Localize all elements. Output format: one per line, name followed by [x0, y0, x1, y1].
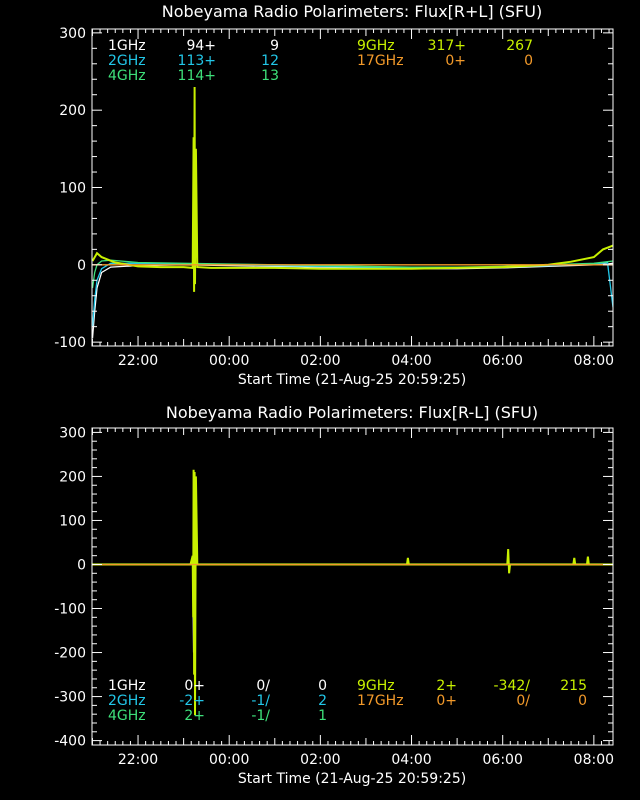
series-group: [92, 469, 613, 716]
x-tick-label: 04:00: [391, 752, 431, 768]
x-axis-label-r-minus-l: Start Time (21-Aug-25 20:59:25): [238, 771, 466, 787]
x-tick-label: 00:00: [209, 752, 249, 768]
x-tick-label: 08:00: [574, 353, 614, 369]
x-tick-label: 08:00: [574, 752, 614, 768]
panel-r-plus-l: Nobeyama Radio Polarimeters: Flux[R+L] (…: [54, 2, 614, 388]
y-tick-label: 100: [59, 513, 86, 529]
legend-value-c: 215: [560, 678, 587, 694]
legend-value-a: 2+: [436, 678, 457, 694]
legend-freq: 9GHz: [357, 38, 395, 54]
x-tick-label: 02:00: [300, 752, 340, 768]
panel-r-minus-l: Nobeyama Radio Polarimeters: Flux[R-L] (…: [54, 403, 614, 787]
x-tick-label: 06:00: [483, 752, 523, 768]
legend-value-a: 113+: [178, 53, 216, 69]
legend-freq: 2GHz: [108, 53, 146, 69]
y-tick-label: -200: [54, 646, 86, 662]
x-tick-label: 02:00: [300, 353, 340, 369]
x-axis-label-r-plus-l: Start Time (21-Aug-25 20:59:25): [238, 372, 466, 388]
y-tick-label: -300: [54, 690, 86, 706]
legend-value-a: 0+: [445, 53, 466, 69]
y-tick-label: 300: [59, 425, 86, 441]
legend-freq: 4GHz: [108, 708, 146, 724]
y-tick-label: 100: [59, 181, 86, 197]
legend-value-b: 0/: [256, 678, 270, 694]
y-tick-label: 0: [77, 557, 86, 573]
legend-freq: 17GHz: [357, 53, 404, 69]
legend-freq: 2GHz: [108, 693, 146, 709]
legend-value-b: 12: [261, 53, 279, 69]
legend-value-c: 2: [318, 693, 327, 709]
legend-value-b: 13: [261, 68, 279, 84]
x-tick-label: 22:00: [118, 752, 158, 768]
y-tick-label: 200: [59, 469, 86, 485]
legend-value-b: 9: [270, 38, 279, 54]
legend-value-b: -342/: [494, 678, 531, 694]
y-tick-label: 200: [59, 103, 86, 119]
legend-freq: 1GHz: [108, 38, 146, 54]
legend-freq: 9GHz: [357, 678, 395, 694]
legend-freq: 17GHz: [357, 693, 404, 709]
legend-value-b: -1/: [251, 708, 270, 724]
legend-value-a: 0+: [436, 693, 457, 709]
legend-value-b: 0: [524, 53, 533, 69]
legend-value-a: 94+: [186, 38, 216, 54]
y-tick-label: -100: [54, 335, 86, 351]
legend-freq: 1GHz: [108, 678, 146, 694]
legend-value-b: -1/: [251, 693, 270, 709]
plot-frame: [91, 427, 614, 746]
x-tick-label: 06:00: [483, 353, 523, 369]
y-tick-label: 300: [59, 26, 86, 42]
legend-value-a: 317+: [428, 38, 466, 54]
y-tick-label: 0: [77, 258, 86, 274]
legend-value-a: -2+: [179, 693, 205, 709]
legend-freq: 4GHz: [108, 68, 146, 84]
y-tick-label: -400: [54, 734, 86, 750]
x-tick-label: 00:00: [209, 353, 249, 369]
legend-value-c: 0: [578, 693, 587, 709]
series-line-9ghz: [92, 86, 613, 292]
y-tick-label: -100: [54, 602, 86, 618]
x-tick-label: 22:00: [118, 353, 158, 369]
legend-value-b: 0/: [516, 693, 530, 709]
legend-value-a: 2+: [184, 708, 205, 724]
legend-value-c: 0: [318, 678, 327, 694]
legend-value-c: 1: [318, 708, 327, 724]
legend-value-a: 0+: [184, 678, 205, 694]
legend-value-a: 114+: [178, 68, 216, 84]
chart-title-r-minus-l: Nobeyama Radio Polarimeters: Flux[R-L] (…: [166, 403, 538, 422]
legend-value-b: 267: [506, 38, 533, 54]
series-group: [92, 86, 613, 339]
x-tick-label: 04:00: [391, 353, 431, 369]
chart-title-r-plus-l: Nobeyama Radio Polarimeters: Flux[R+L] (…: [162, 2, 542, 21]
series-line-1ghz: [92, 262, 613, 339]
